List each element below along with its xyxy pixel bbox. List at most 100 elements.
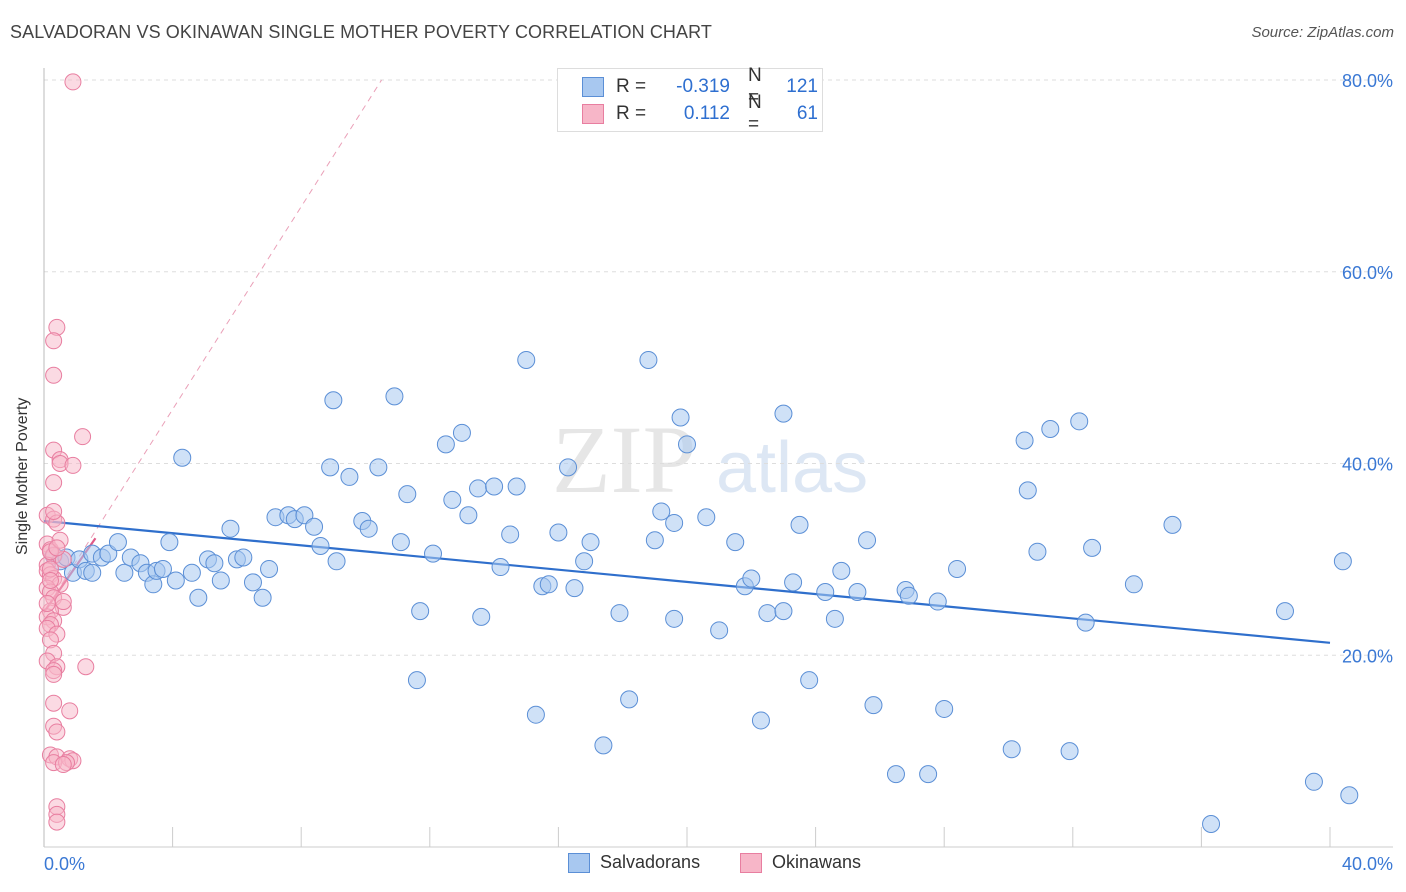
okinawan-point	[41, 571, 59, 589]
salvadoran-point	[253, 588, 272, 607]
legend-row-salvadorans: R = -0.319 N = 121	[582, 65, 818, 108]
salvadoran-point	[774, 404, 793, 423]
salvadoran-point	[935, 699, 954, 718]
salvadoran-point	[526, 705, 545, 724]
y-tick-label: 60.0%	[1342, 263, 1393, 283]
salvadoran-point	[1124, 575, 1143, 594]
okinawan-point	[48, 539, 66, 557]
watermark-atlas: atlas	[716, 428, 868, 508]
legend-n-value: 121	[786, 76, 818, 97]
salvadoran-point	[211, 571, 230, 590]
okinawan-point	[74, 428, 92, 446]
okinawan-point	[45, 665, 63, 683]
salvadoran-point	[1275, 602, 1294, 621]
x-tick-label: 0.0%	[44, 854, 85, 874]
salvadoran-point	[385, 387, 404, 406]
okinawan-point	[48, 813, 66, 831]
salvadoran-point	[452, 423, 471, 442]
salvadoran-point	[886, 765, 905, 784]
okinawan-point	[77, 658, 95, 676]
salvadoran-point	[1076, 613, 1095, 632]
salvadoran-point	[436, 435, 455, 454]
bottom-legend-salvadorans: Salvadorans	[568, 852, 700, 873]
okinawan-point	[64, 73, 82, 91]
salvadoran-point	[559, 458, 578, 477]
legend-row-okinawans: R = 0.112 N = 61	[582, 92, 818, 135]
source-credit: Source: ZipAtlas.com	[1251, 24, 1394, 41]
salvadoran-point	[205, 554, 224, 573]
salvadoran-point	[1202, 814, 1221, 833]
salvadoran-point	[424, 544, 443, 563]
salvadoran-point	[1304, 772, 1323, 791]
salvadoran-point	[832, 561, 851, 580]
bottom-legend-okinawans: Okinawans	[740, 852, 861, 873]
salvadorans-label: Salvadorans	[600, 852, 701, 872]
y-tick-label: 20.0%	[1342, 646, 1393, 666]
salvadoran-point	[1163, 515, 1182, 534]
okinawan-point	[61, 702, 79, 720]
salvadoran-point	[751, 711, 770, 730]
salvadoran-point	[411, 602, 430, 621]
salvadoran-point	[443, 490, 462, 509]
salvadoran-point	[305, 517, 324, 536]
okinawan-point	[48, 723, 66, 741]
salvadoran-point	[153, 559, 172, 578]
salvadoran-point	[1340, 786, 1359, 805]
salvadoran-point	[645, 531, 664, 550]
salvadoran-point	[848, 582, 867, 601]
salvadoran-point	[928, 592, 947, 611]
salvadoran-point	[491, 558, 510, 577]
salvadoran-point	[221, 519, 240, 538]
salvadoran-point	[899, 586, 918, 605]
salvadoran-point	[321, 458, 340, 477]
salvadoran-point	[189, 588, 208, 607]
legend-r-value: -0.319	[676, 76, 730, 97]
salvadoran-point	[359, 519, 378, 538]
salvadoran-point	[816, 582, 835, 601]
salvadoran-point	[398, 485, 417, 504]
salvadoran-point	[108, 533, 127, 552]
okinawans-swatch	[582, 104, 604, 124]
okinawan-point	[45, 502, 63, 520]
salvadoran-point	[234, 548, 253, 567]
salvadoran-point	[710, 621, 729, 640]
okinawan-point	[38, 594, 56, 612]
salvadoran-point	[610, 604, 629, 623]
chart-title: SALVADORAN VS OKINAWAN SINGLE MOTHER POV…	[10, 22, 712, 42]
salvadoran-point	[758, 604, 777, 623]
salvadoran-point	[369, 458, 388, 477]
okinawans-swatch	[740, 852, 762, 873]
legend-n-value: 61	[796, 103, 818, 124]
salvadoran-trendline	[43, 519, 1331, 644]
watermark-zip: ZIP	[552, 406, 696, 513]
salvadoran-point	[1015, 431, 1034, 450]
salvadoran-point	[1060, 742, 1079, 761]
salvadorans-swatch	[582, 77, 604, 97]
salvadoran-point	[594, 736, 613, 755]
salvadoran-point	[327, 552, 346, 571]
okinawans-label: Okinawans	[772, 852, 862, 872]
salvadoran-point	[1018, 481, 1037, 500]
salvadoran-point	[620, 690, 639, 709]
salvadoran-point	[517, 350, 536, 369]
y-axis-label: Single Mother Poverty	[14, 397, 31, 555]
salvadoran-point	[665, 609, 684, 628]
legend-r-label: R =	[616, 103, 647, 124]
salvadoran-point	[784, 573, 803, 592]
salvadoran-point	[182, 563, 201, 582]
salvadoran-point	[469, 479, 488, 498]
legend-r-value: 0.112	[683, 103, 730, 124]
legend-n-label: N =	[748, 92, 762, 135]
salvadoran-point	[1070, 412, 1089, 431]
salvadoran-point	[166, 571, 185, 590]
legend-n-label: N =	[748, 65, 762, 108]
salvadoran-point	[790, 515, 809, 534]
okinawan-point	[45, 694, 63, 712]
salvadoran-point	[539, 575, 558, 594]
salvadoran-point	[575, 552, 594, 571]
salvadoran-point	[83, 563, 102, 582]
y-tick-label: 80.0%	[1342, 71, 1393, 91]
salvadoran-point	[1041, 419, 1060, 438]
salvadoran-point	[1083, 538, 1102, 557]
x-tick-label: 40.0%	[1342, 854, 1393, 874]
